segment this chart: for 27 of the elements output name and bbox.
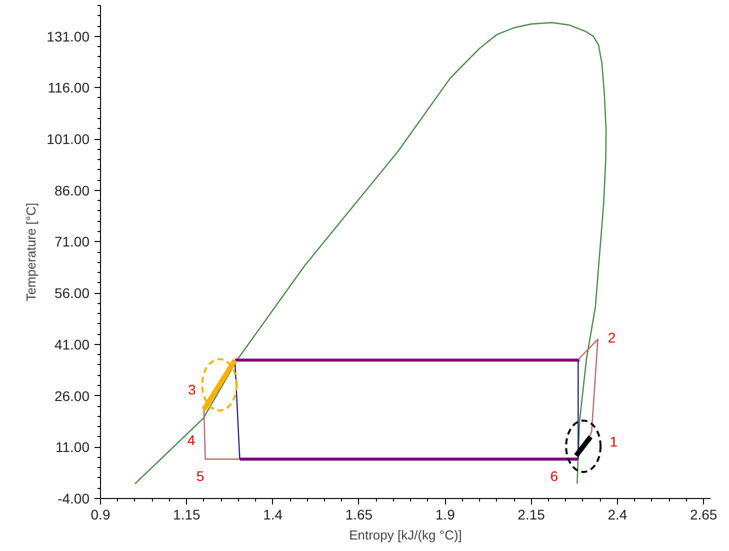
y-tick-label: 101.00 (46, 131, 90, 148)
annotation: 3 (188, 381, 196, 398)
x-tick-label: 1.15 (173, 506, 200, 522)
x-axis-title: Entropy [kJ/(kg °C)] (349, 528, 462, 542)
y-tick-label: 11.00 (56, 439, 90, 456)
x-tick-label: 2.15 (518, 506, 546, 522)
x-tick-label: 0.9 (90, 506, 110, 522)
y-tick-label: 26.00 (54, 388, 90, 404)
y-tick-label: 116.00 (48, 80, 90, 96)
line-series (134, 22, 607, 484)
annotation: 2 (608, 329, 616, 346)
x-tick-label: 2.65 (690, 506, 718, 522)
y-axis-title: Temperature [°C] (24, 202, 39, 302)
y-tick-label: 131.00 (46, 28, 90, 44)
x-tick-label: 2.4 (608, 506, 628, 522)
x-tick-label: 1.65 (345, 506, 373, 522)
x-tick-label: 1.9 (435, 506, 456, 522)
annotation: 6 (550, 468, 558, 484)
y-tick-label: -4.00 (58, 490, 90, 506)
annotation: 1 (610, 434, 618, 450)
x-tick-label: 1.4 (263, 506, 283, 522)
annotation: 5 (196, 468, 204, 484)
y-tick-label: 56.00 (54, 285, 90, 302)
y-tick-label: 71.00 (54, 234, 90, 250)
y-tick-label: 86.00 (54, 182, 90, 198)
y-tick-label: 41.00 (54, 336, 90, 352)
annotation: 4 (187, 432, 196, 448)
